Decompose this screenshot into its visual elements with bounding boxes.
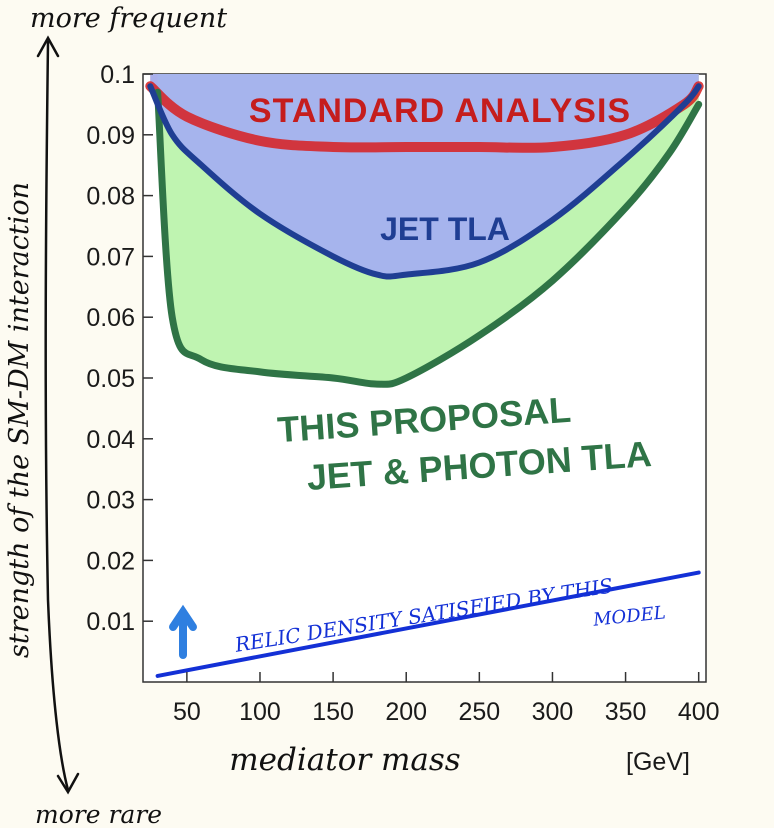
y-tick-label: 0.04 bbox=[86, 426, 135, 454]
x-tick-label: 300 bbox=[532, 698, 574, 726]
x-tick-label: 350 bbox=[605, 698, 647, 726]
y-tick-label: 0.09 bbox=[86, 122, 135, 150]
y-tick-label: 0.08 bbox=[86, 183, 135, 211]
x-axis-title: mediator mass bbox=[229, 742, 460, 778]
y-tick-label: 0.02 bbox=[86, 547, 135, 575]
y-bottom-note: more rare bbox=[35, 800, 162, 828]
x-tick-label: 100 bbox=[239, 698, 281, 726]
x-tick-label: 50 bbox=[173, 698, 201, 726]
label-standard-analysis: STANDARD ANALYSIS bbox=[249, 92, 631, 130]
y-tick-label: 0.06 bbox=[86, 304, 135, 332]
y-axis: 0.01 0.02 0.03 0.04 0.05 0.06 0.07 0.08 0.09 0.1 bbox=[86, 61, 153, 636]
x-axis: 50 100 150 200 250 300 350 400 bbox=[173, 672, 720, 726]
x-tick-label: 400 bbox=[678, 698, 720, 726]
y-tick-label: 0.07 bbox=[86, 243, 135, 271]
x-axis-unit: [GeV] bbox=[626, 748, 690, 776]
y-tick-label: 0.03 bbox=[86, 487, 135, 515]
label-jet-tla: JET TLA bbox=[380, 211, 510, 247]
up-arrow-icon bbox=[169, 604, 197, 659]
standard-analysis-line bbox=[145, 81, 704, 153]
y-axis-title: strength of the SM-DM interaction bbox=[4, 182, 35, 658]
y-tick-label: 0.01 bbox=[86, 608, 135, 636]
region-layer bbox=[150, 74, 699, 385]
y-direction-arrow bbox=[36, 35, 80, 795]
proposal-line bbox=[154, 88, 703, 388]
jet-tla-region bbox=[150, 74, 699, 277]
y-tick-label: 0.05 bbox=[86, 365, 135, 393]
x-tick-label: 150 bbox=[312, 698, 354, 726]
x-tick-label: 250 bbox=[458, 698, 500, 726]
jet-tla-line bbox=[147, 83, 702, 280]
y-tick-label: 0.1 bbox=[100, 61, 135, 89]
relic-density-line bbox=[155, 570, 701, 678]
y-top-note: more frequent bbox=[30, 3, 227, 34]
x-tick-label: 200 bbox=[385, 698, 427, 726]
